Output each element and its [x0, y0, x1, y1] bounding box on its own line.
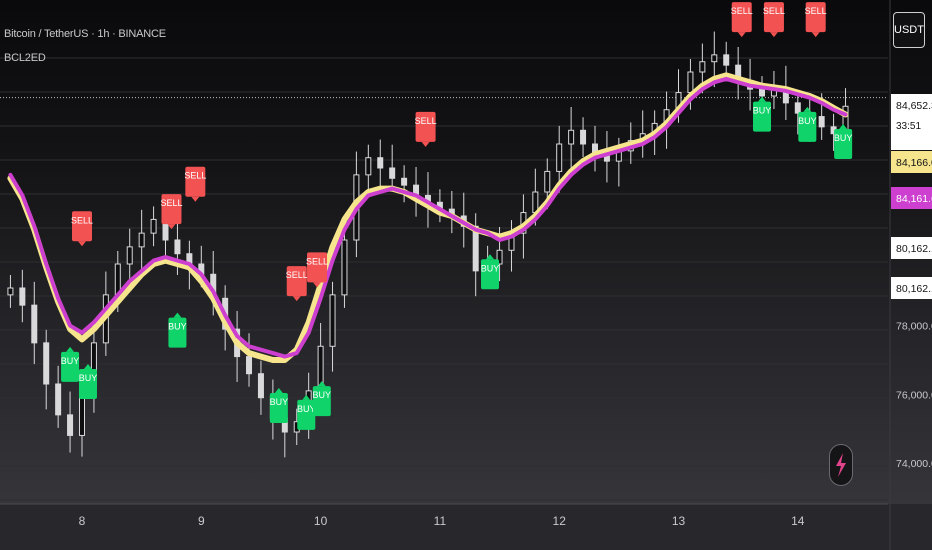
candle-body [759, 88, 766, 97]
price-tag [891, 277, 932, 299]
time-tick-label: 11 [434, 514, 447, 528]
buy-signal-marker: BUY [313, 381, 332, 417]
sell-signal-marker: SELL [763, 2, 785, 38]
sell-signal-marker: SELL [306, 252, 328, 288]
symbol-title: Bitcoin / TetherUS · 1h · BINANCE [4, 28, 166, 40]
svg-text:BUY: BUY [753, 106, 772, 116]
price-tag-label: 84,161.65 [896, 193, 932, 205]
svg-text:BUY: BUY [297, 404, 316, 414]
price-tick-label: 76,000.00 [896, 389, 932, 401]
svg-text:SELL: SELL [805, 6, 827, 16]
time-tick-label: 9 [198, 514, 205, 528]
sell-signal-marker: SELL [415, 111, 437, 147]
candle-body [365, 157, 372, 176]
candle-body [687, 71, 694, 94]
sell-signal-marker: SELL [805, 2, 827, 38]
buy-signal-marker: BUY [168, 312, 187, 348]
candle-body [329, 294, 336, 347]
svg-text:SELL: SELL [415, 116, 437, 126]
price-tag-label: 80,162.18 [896, 243, 932, 255]
svg-text:BUY: BUY [834, 133, 853, 143]
candle-body [556, 143, 563, 172]
buy-signal-marker: BUY [270, 388, 289, 423]
price-tick-label: 78,000.00 [896, 321, 932, 333]
sell-signal-marker: SELL [184, 166, 206, 202]
candle-body [126, 246, 133, 265]
candle-body [568, 129, 575, 145]
buy-signal-marker: BUY [79, 364, 98, 399]
candle-body [723, 54, 730, 66]
candle-body [818, 116, 825, 128]
svg-text:BUY: BUY [270, 397, 289, 407]
buy-signal-marker: BUY [297, 394, 316, 430]
countdown-label: 33:51 [896, 121, 921, 132]
buy-signal-marker: BUY [753, 96, 772, 132]
fast-ma-line [8, 76, 848, 359]
time-tick-label: 13 [672, 514, 686, 528]
svg-text:BUY: BUY [79, 373, 98, 383]
buy-signal-marker: BUY [481, 254, 500, 290]
price-tag-label: 80,162.18 [896, 283, 932, 295]
svg-text:BUY: BUY [61, 356, 80, 366]
time-axis-bar [0, 504, 932, 550]
svg-text:SELL: SELL [184, 171, 206, 181]
buy-signal-marker: BUY [61, 346, 80, 382]
svg-text:SELL: SELL [306, 256, 328, 266]
price-tag [891, 94, 932, 150]
candle-body [7, 287, 14, 296]
price-tag [891, 151, 932, 173]
candle-body [496, 249, 503, 265]
candle-body [43, 342, 50, 385]
sell-signal-marker: SELL [71, 211, 93, 247]
buy-signal-marker: BUY [834, 124, 853, 159]
candle-body [55, 383, 62, 416]
price-tag-label: 84,166.08 [896, 157, 932, 169]
svg-text:BUY: BUY [481, 263, 500, 273]
svg-text:SELL: SELL [731, 6, 753, 16]
svg-text:SELL: SELL [160, 198, 182, 208]
currency-unit-button[interactable]: USDT [893, 12, 925, 48]
svg-text:SELL: SELL [286, 270, 308, 280]
candle-body [341, 239, 348, 296]
price-tag [891, 237, 932, 259]
candle-body [699, 61, 706, 73]
lightning-icon[interactable] [829, 444, 853, 486]
candle-body [544, 170, 551, 193]
price-tag [891, 187, 932, 209]
slow-ma-line [7, 72, 849, 363]
candle-body [31, 304, 38, 344]
time-tick-label: 12 [553, 514, 567, 528]
candle-body [174, 239, 181, 255]
buy-signal-marker: BUY [798, 106, 817, 142]
candle-body [246, 356, 253, 375]
candle-body [67, 414, 74, 436]
svg-text:SELL: SELL [763, 6, 785, 16]
candle-body [401, 177, 408, 186]
candle-body [150, 218, 157, 234]
time-tick-label: 14 [791, 514, 805, 528]
time-tick-label: 8 [79, 514, 86, 528]
candle-body [389, 167, 396, 179]
candle-body [794, 102, 801, 114]
sell-signal-marker: SELL [160, 194, 182, 230]
time-tick-label: 10 [314, 514, 328, 528]
price-tag-label: 84,652.31 [896, 100, 932, 112]
candle-body [138, 232, 145, 248]
svg-text:BUY: BUY [168, 322, 187, 332]
price-tick-label: 74,000.00 [896, 458, 932, 470]
candle-body [257, 373, 264, 399]
svg-text:BUY: BUY [798, 116, 817, 126]
candle-body [580, 129, 587, 145]
sell-signal-marker: SELL [286, 266, 308, 302]
candle-body [19, 287, 26, 306]
candle-body [711, 54, 718, 63]
indicator-name: BCL2ED [4, 52, 46, 64]
sell-signal-marker: SELL [731, 2, 753, 38]
candle-body [377, 157, 384, 169]
svg-text:SELL: SELL [71, 215, 93, 225]
svg-text:BUY: BUY [313, 390, 332, 400]
